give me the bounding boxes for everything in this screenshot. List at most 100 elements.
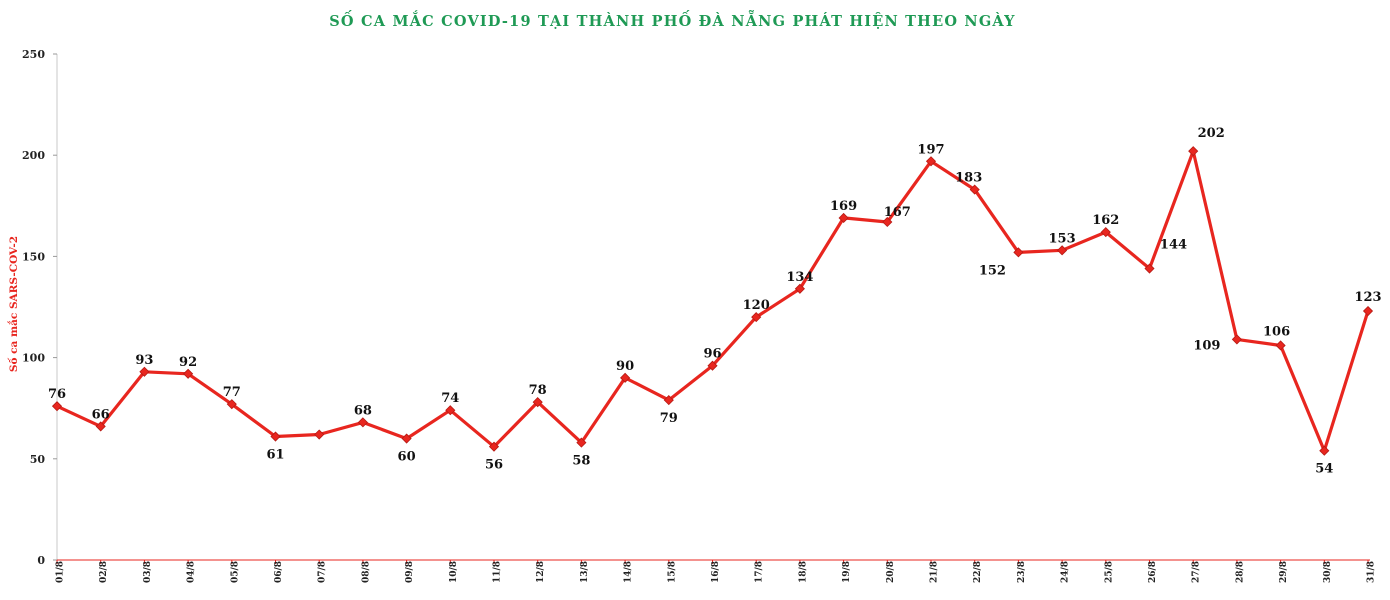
y-tick-label: 100 (22, 352, 45, 365)
data-point (314, 429, 325, 440)
data-label: 90 (616, 359, 634, 374)
x-tick-label: 24/8 (1061, 561, 1071, 583)
data-label: 152 (979, 263, 1006, 278)
series-line (55, 149, 1370, 453)
data-label: 169 (830, 199, 857, 214)
data-label: 153 (1049, 231, 1076, 246)
x-tick-label: 04/8 (187, 561, 197, 583)
data-point (95, 421, 106, 432)
data-point (1100, 227, 1111, 238)
x-tick-label: 21/8 (930, 561, 940, 583)
x-tick-label: 20/8 (886, 561, 896, 583)
data-point (882, 216, 893, 228)
data-point (357, 417, 368, 428)
data-label: 167 (884, 205, 911, 220)
x-tick-label: 02/8 (99, 561, 109, 583)
data-point (1275, 340, 1286, 351)
x-tick-label: 05/8 (230, 561, 240, 583)
data-label: 79 (660, 411, 678, 426)
x-tick-label: 09/8 (405, 561, 415, 583)
x-tick-label: 28/8 (1235, 561, 1245, 583)
data-label: 109 (1193, 338, 1220, 353)
data-label: 68 (354, 403, 372, 418)
x-tick-label: 13/8 (580, 561, 590, 583)
x-tick-label: 19/8 (842, 561, 852, 583)
data-point (751, 312, 762, 323)
data-point (139, 366, 150, 377)
data-point (270, 431, 281, 442)
data-label: 78 (529, 383, 547, 398)
data-label: 58 (572, 454, 590, 469)
data-label: 77 (223, 385, 241, 400)
data-point (1144, 263, 1155, 274)
data-point (838, 212, 849, 224)
data-label: 120 (743, 298, 770, 313)
data-point (794, 283, 805, 294)
data-point (1319, 445, 1330, 456)
x-tick-label: 31/8 (1367, 561, 1377, 583)
data-label: 202 (1198, 126, 1225, 141)
x-tick-label: 25/8 (1104, 561, 1114, 583)
x-tick-label: 15/8 (667, 561, 677, 583)
x-tick-label: 29/8 (1279, 561, 1289, 583)
data-label: 60 (398, 450, 416, 465)
data-point (663, 395, 674, 406)
data-point (620, 372, 631, 383)
x-tick-label: 08/8 (361, 561, 371, 583)
data-label: 54 (1315, 462, 1333, 477)
data-point (576, 437, 587, 448)
data-point (183, 368, 194, 379)
chart-title: SỐ CA MẮC COVID-19 TẠI THÀNH PHỐ ĐÀ NẴNG… (329, 13, 1016, 30)
x-tick-label: 30/8 (1323, 561, 1333, 583)
x-tick-label: 11/8 (493, 561, 503, 583)
data-point (969, 184, 980, 195)
data-point (226, 399, 237, 410)
data-label: 93 (135, 353, 153, 368)
data-point (532, 397, 543, 408)
x-tick-label: 01/8 (56, 561, 66, 583)
y-tick-label: 50 (30, 453, 46, 466)
x-tick-label: 14/8 (624, 561, 634, 583)
data-point (488, 441, 500, 452)
data-label: 197 (917, 142, 944, 157)
x-tick-label: 03/8 (143, 561, 153, 583)
data-label: 61 (266, 448, 284, 463)
x-tick-label: 10/8 (449, 561, 459, 583)
x-tick-label: 26/8 (1148, 561, 1158, 583)
data-label: 134 (786, 270, 813, 285)
data-label-group: 76 66 93 92 77 61 68 60 74 56 78 58 90 79 96 120 134 169 1… (48, 126, 1382, 477)
data-label: 162 (1092, 213, 1119, 228)
x-tick-label: 07/8 (318, 561, 328, 583)
data-label: 144 (1160, 238, 1187, 253)
data-label: 66 (92, 407, 110, 422)
x-tick-group: 01/8 02/8 03/8 04/8 05/8 06/8 07/8 08/8 09/8 10/8… (56, 560, 1377, 583)
data-label: 183 (955, 171, 982, 186)
data-label: 96 (703, 347, 721, 362)
data-point (707, 360, 718, 371)
data-point (1057, 245, 1068, 256)
data-point (401, 433, 412, 444)
data-label: 74 (441, 391, 459, 406)
x-tick-label: 27/8 (1192, 561, 1202, 583)
y-tick-label: 200 (22, 149, 45, 162)
x-tick-label: 16/8 (711, 561, 721, 583)
x-tick-label: 18/8 (798, 561, 808, 583)
y-tick-label: 150 (22, 250, 45, 263)
data-label: 56 (485, 458, 503, 473)
data-label: 123 (1354, 290, 1381, 305)
data-point (1231, 334, 1242, 345)
data-point (925, 156, 937, 167)
x-tick-label: 23/8 (1017, 561, 1027, 583)
data-point (51, 401, 63, 412)
data-label: 76 (48, 387, 66, 402)
data-label: 106 (1263, 324, 1290, 339)
data-point (445, 405, 456, 416)
marker-group (51, 146, 1374, 456)
x-tick-label: 12/8 (536, 561, 546, 583)
data-point (1188, 146, 1199, 157)
y-tick-label: 0 (37, 554, 45, 567)
y-tick-group: 0 50 100 150 200 250 (22, 48, 57, 567)
y-tick-label: 250 (22, 48, 45, 61)
data-label: 92 (179, 355, 197, 370)
